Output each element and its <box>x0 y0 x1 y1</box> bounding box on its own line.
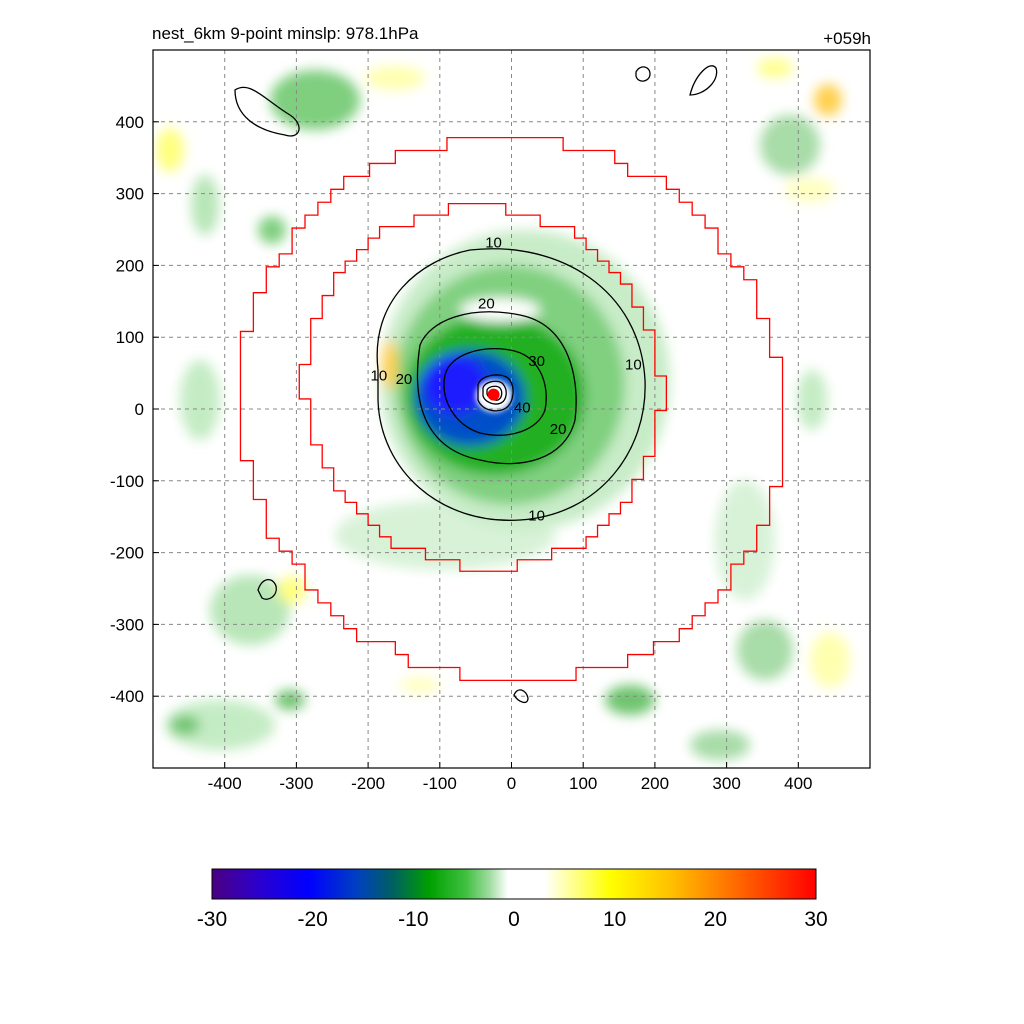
contour-label: 20 <box>478 295 495 312</box>
y-tick-label: 100 <box>116 328 144 347</box>
contour-lines <box>234 65 718 704</box>
colorbar-ticks: -30 -20 -10 0 10 20 30 <box>197 908 828 931</box>
contour-label: 10 <box>485 234 502 251</box>
x-tick-label: 300 <box>712 774 740 793</box>
axis-ticks: -400 -300 -200 -100 0 100 200 300 40040030020010… <box>110 113 813 793</box>
colorbar-tick-label: 30 <box>804 908 827 931</box>
contour-label: 20 <box>396 371 413 388</box>
x-tick-label: 100 <box>569 774 597 793</box>
inner-domain-outline <box>298 203 668 572</box>
storm-center-marker <box>487 388 500 401</box>
y-tick-label: 200 <box>116 256 144 275</box>
contour-30 <box>443 348 547 436</box>
x-tick-label: -300 <box>279 774 313 793</box>
y-tick-label: -300 <box>110 615 144 634</box>
outer-domain-outline <box>239 136 784 682</box>
y-tick-label: 0 <box>135 400 144 419</box>
contour-label: 10 <box>625 357 642 374</box>
x-tick-label: 0 <box>507 774 516 793</box>
x-tick-label: 200 <box>641 774 669 793</box>
y-tick-label: -400 <box>110 687 144 706</box>
contour-northwest <box>234 86 300 137</box>
chart-title: nest_6km 9-point minslp: 978.1hPa <box>152 24 419 43</box>
x-tick-label: -200 <box>351 774 385 793</box>
contour-label: 30 <box>528 353 545 370</box>
colorbar-tick-label: 0 <box>508 908 520 931</box>
contour-label: 10 <box>371 367 388 384</box>
colorbar-tick-label: 10 <box>603 908 626 931</box>
contour-label: 10 <box>528 507 545 524</box>
colorbar-ramp <box>211 868 817 900</box>
y-tick-label: -200 <box>110 544 144 563</box>
shaded-field: 10 20 30 40 20 10 10 10 20 <box>153 50 870 768</box>
plot-area: 10 20 30 40 20 10 10 10 20 -400 -300 -200 -100 0 100 2… <box>110 49 871 793</box>
contour-label: 20 <box>550 421 567 438</box>
contour-north-small <box>635 66 651 82</box>
colorbar-tick-label: -20 <box>297 908 327 931</box>
contour-west <box>257 579 277 600</box>
contour-10 <box>376 248 646 521</box>
forecast-hour-label: +059h <box>823 29 871 48</box>
y-tick-label: 400 <box>116 113 144 132</box>
x-tick-label: -400 <box>208 774 242 793</box>
colorbar-tick-label: -30 <box>197 908 227 931</box>
contour-label: 40 <box>514 400 531 417</box>
x-tick-label: 400 <box>784 774 812 793</box>
contour-40 <box>477 374 514 412</box>
contour-south <box>513 689 529 704</box>
colorbar-tick-label: -10 <box>398 908 428 931</box>
y-tick-label: -100 <box>110 472 144 491</box>
contour-20 <box>416 311 577 465</box>
contour-eye-1 <box>482 380 507 405</box>
contour-northeast <box>689 65 718 96</box>
x-tick-label: -100 <box>423 774 457 793</box>
y-tick-label: 300 <box>116 185 144 204</box>
colorbar-tick-label: 20 <box>704 908 727 931</box>
contour-labels: 10 20 30 40 20 10 10 10 20 <box>371 234 642 524</box>
colorbar: -30 -20 -10 0 10 20 30 <box>197 868 828 931</box>
